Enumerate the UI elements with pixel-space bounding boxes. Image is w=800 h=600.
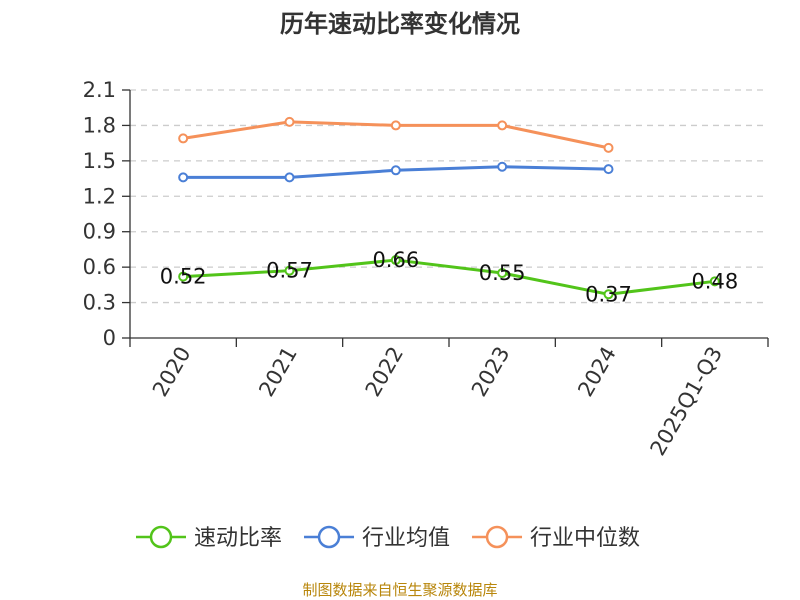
y-tick-label: 1.8	[83, 113, 116, 137]
data-point	[178, 271, 189, 282]
legend: 速动比率 行业均值 行业中位数	[136, 525, 640, 551]
data-point	[284, 172, 295, 183]
data-point	[390, 120, 401, 131]
data-point	[709, 276, 720, 287]
y-tick-label: 0.9	[83, 220, 116, 244]
data-point	[497, 161, 508, 172]
x-tick-label-2024: 2024	[573, 343, 621, 401]
y-tick-label: 0.6	[83, 255, 116, 279]
data-label: 0.52	[160, 265, 207, 289]
legend-label: 行业中位数	[530, 526, 640, 551]
data-point	[603, 142, 614, 153]
legend-item-1: 行业均值	[304, 525, 450, 551]
legend-item-0: 速动比率	[136, 525, 282, 551]
data-point	[284, 116, 295, 127]
y-tick-label: 0	[103, 326, 116, 350]
data-label: 0.66	[372, 248, 419, 272]
data-labels: 0.52 0.57 0.66 0.55 0.37 0.48	[160, 248, 738, 306]
series-layer	[178, 116, 720, 300]
x-tick-label-2025Q1-Q3: 2025Q1-Q3	[646, 343, 728, 460]
legend-marker	[317, 525, 341, 549]
source-note: 制图数据来自恒生聚源数据库	[302, 581, 497, 599]
legend-item-2: 行业中位数	[472, 525, 640, 551]
y-tick-label: 1.2	[83, 184, 116, 208]
legend-marker	[149, 525, 173, 549]
data-point	[178, 172, 189, 183]
x-tick-label-2021: 2021	[254, 343, 302, 401]
y-tick-label: 0.3	[83, 291, 116, 315]
data-point	[497, 120, 508, 131]
series-line-0	[183, 258, 716, 296]
data-label: 0.57	[266, 259, 313, 283]
data-label: 0.55	[479, 261, 526, 285]
chart-title: 历年速动比率变化情况	[280, 10, 520, 38]
data-point	[178, 133, 189, 144]
data-point	[497, 268, 508, 279]
x-tick-label-2023: 2023	[467, 342, 515, 400]
data-point	[603, 164, 614, 175]
data-label: 0.37	[585, 282, 632, 306]
data-point	[390, 255, 401, 266]
y-tick-label: 1.5	[83, 149, 116, 173]
x-tick-label-2020: 2020	[148, 343, 196, 401]
x-tick-label-2022: 2022	[361, 343, 409, 401]
data-point	[603, 289, 614, 300]
legend-label: 行业均值	[362, 526, 450, 551]
grid-lines	[130, 89, 768, 304]
legend-label: 速动比率	[194, 526, 282, 551]
data-point	[390, 165, 401, 176]
legend-marker	[485, 525, 509, 549]
y-tick-label: 2.1	[83, 78, 116, 102]
data-label: 0.48	[691, 269, 738, 293]
data-point	[284, 265, 295, 276]
